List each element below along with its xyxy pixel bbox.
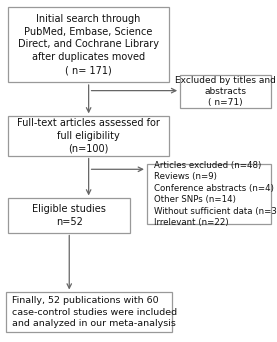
Bar (147, 164, 271, 224)
Text: Full-text articles assessed for
full eligibility
(n=100): Full-text articles assessed for full eli… (17, 118, 160, 154)
Bar (8, 198, 130, 233)
Bar (8, 116, 169, 156)
Text: Articles excluded (n=48)
Reviews (n=9)
Conference abstracts (n=4)
Other SNPs (n=: Articles excluded (n=48) Reviews (n=9) C… (154, 161, 277, 227)
Text: Finally, 52 publications with 60
case-control studies were included
and analyzed: Finally, 52 publications with 60 case-co… (12, 296, 178, 328)
Bar (180, 75, 271, 108)
Text: Excluded by titles and
abstracts
( n=71): Excluded by titles and abstracts ( n=71) (175, 76, 276, 107)
Bar (6, 292, 172, 332)
Text: Eligible studies
n=52: Eligible studies n=52 (32, 204, 106, 227)
Text: Initial search through
PubMed, Embase, Science
Direct, and Cochrane Library
afte: Initial search through PubMed, Embase, S… (18, 14, 159, 75)
Bar (8, 7, 169, 82)
